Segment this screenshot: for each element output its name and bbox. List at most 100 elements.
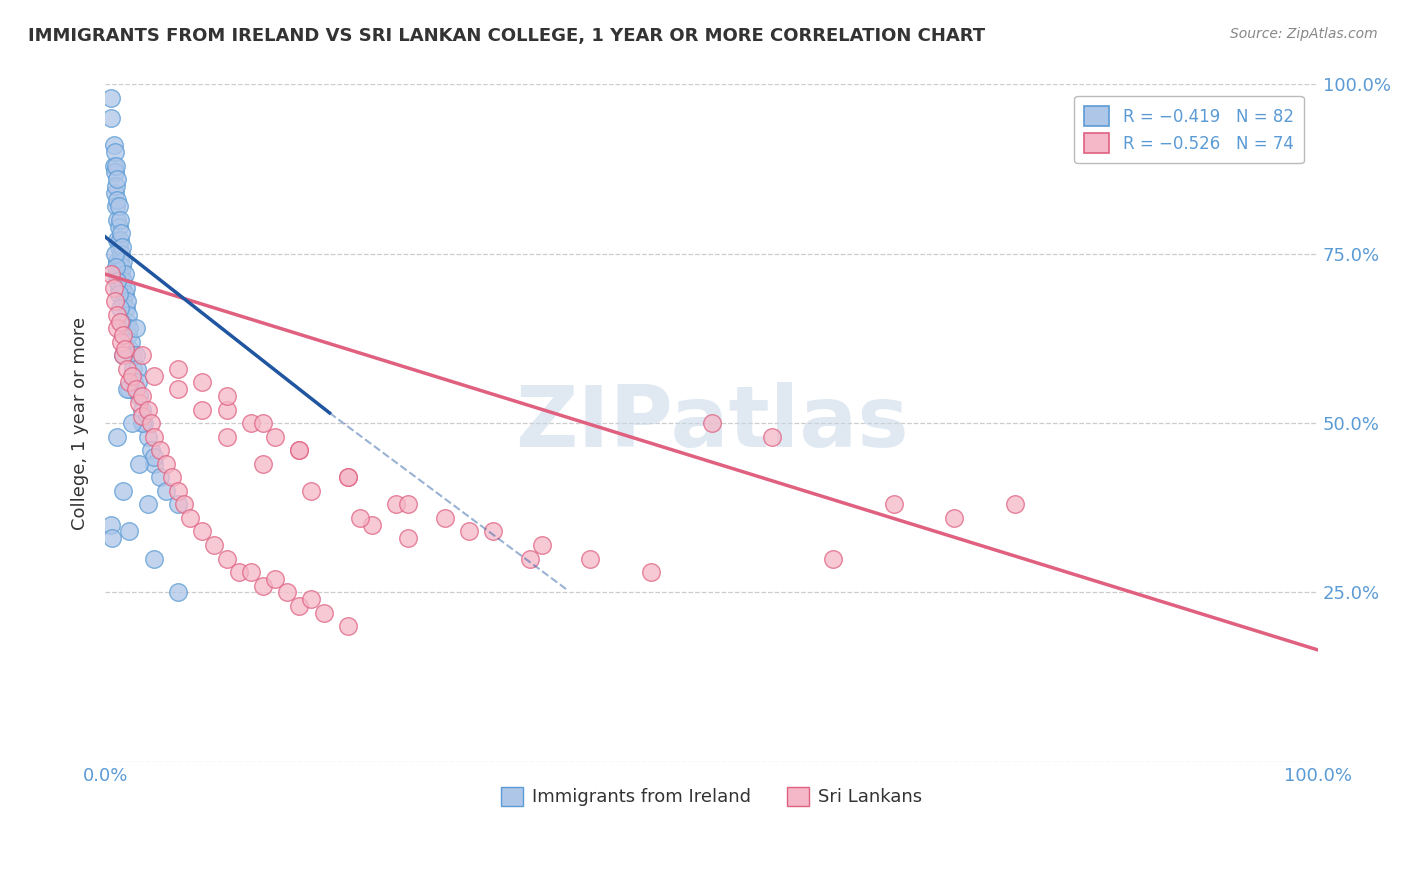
Point — [101, 531, 124, 545]
Point — [105, 172, 128, 186]
Point — [104, 145, 127, 160]
Point — [264, 572, 287, 586]
Point — [336, 619, 359, 633]
Point — [105, 308, 128, 322]
Point — [131, 416, 153, 430]
Point — [118, 382, 141, 396]
Point — [252, 579, 274, 593]
Point — [120, 334, 142, 349]
Point — [385, 497, 408, 511]
Point — [112, 348, 135, 362]
Point — [110, 246, 132, 260]
Point — [173, 497, 195, 511]
Point — [761, 430, 783, 444]
Point — [107, 219, 129, 234]
Point — [124, 348, 146, 362]
Point — [111, 240, 134, 254]
Point — [136, 402, 159, 417]
Point — [103, 159, 125, 173]
Text: Source: ZipAtlas.com: Source: ZipAtlas.com — [1230, 27, 1378, 41]
Point — [131, 348, 153, 362]
Point — [117, 328, 139, 343]
Point — [191, 402, 214, 417]
Point — [136, 430, 159, 444]
Y-axis label: College, 1 year or more: College, 1 year or more — [72, 317, 89, 530]
Point — [100, 91, 122, 105]
Point — [105, 267, 128, 281]
Point — [167, 382, 190, 396]
Point — [112, 348, 135, 362]
Point — [118, 376, 141, 390]
Point — [821, 551, 844, 566]
Point — [640, 565, 662, 579]
Point — [103, 138, 125, 153]
Point — [125, 362, 148, 376]
Point — [167, 585, 190, 599]
Point — [519, 551, 541, 566]
Point — [191, 524, 214, 539]
Point — [142, 430, 165, 444]
Point — [104, 246, 127, 260]
Point — [149, 470, 172, 484]
Point — [105, 213, 128, 227]
Point — [107, 287, 129, 301]
Point — [115, 294, 138, 309]
Point — [1004, 497, 1026, 511]
Point — [142, 551, 165, 566]
Point — [361, 517, 384, 532]
Point — [124, 321, 146, 335]
Point — [142, 457, 165, 471]
Point — [700, 416, 723, 430]
Point — [530, 538, 553, 552]
Point — [108, 213, 131, 227]
Point — [167, 497, 190, 511]
Point — [100, 267, 122, 281]
Point — [252, 457, 274, 471]
Point — [108, 274, 131, 288]
Legend: Immigrants from Ireland, Sri Lankans: Immigrants from Ireland, Sri Lankans — [494, 780, 929, 814]
Point — [276, 585, 298, 599]
Point — [142, 368, 165, 383]
Point — [100, 517, 122, 532]
Point — [215, 551, 238, 566]
Point — [142, 450, 165, 464]
Text: IMMIGRANTS FROM IRELAND VS SRI LANKAN COLLEGE, 1 YEAR OR MORE CORRELATION CHART: IMMIGRANTS FROM IRELAND VS SRI LANKAN CO… — [28, 27, 986, 45]
Point — [111, 280, 134, 294]
Point — [579, 551, 602, 566]
Point — [114, 287, 136, 301]
Point — [122, 362, 145, 376]
Point — [264, 430, 287, 444]
Point — [124, 376, 146, 390]
Point — [149, 443, 172, 458]
Point — [118, 321, 141, 335]
Point — [121, 368, 143, 383]
Point — [110, 314, 132, 328]
Point — [336, 470, 359, 484]
Point — [105, 179, 128, 194]
Point — [128, 389, 150, 403]
Point — [131, 402, 153, 417]
Point — [128, 396, 150, 410]
Point — [132, 416, 155, 430]
Point — [108, 233, 131, 247]
Point — [252, 416, 274, 430]
Point — [111, 260, 134, 275]
Point — [239, 416, 262, 430]
Point — [136, 497, 159, 511]
Text: ZIPatlas: ZIPatlas — [515, 382, 908, 465]
Point — [115, 362, 138, 376]
Point — [155, 457, 177, 471]
Point — [482, 524, 505, 539]
Point — [110, 334, 132, 349]
Point — [107, 260, 129, 275]
Point — [299, 483, 322, 498]
Point — [239, 565, 262, 579]
Point — [127, 376, 149, 390]
Point — [118, 342, 141, 356]
Point — [336, 470, 359, 484]
Point — [288, 443, 311, 458]
Point — [105, 159, 128, 173]
Point — [117, 308, 139, 322]
Point — [349, 511, 371, 525]
Point — [108, 314, 131, 328]
